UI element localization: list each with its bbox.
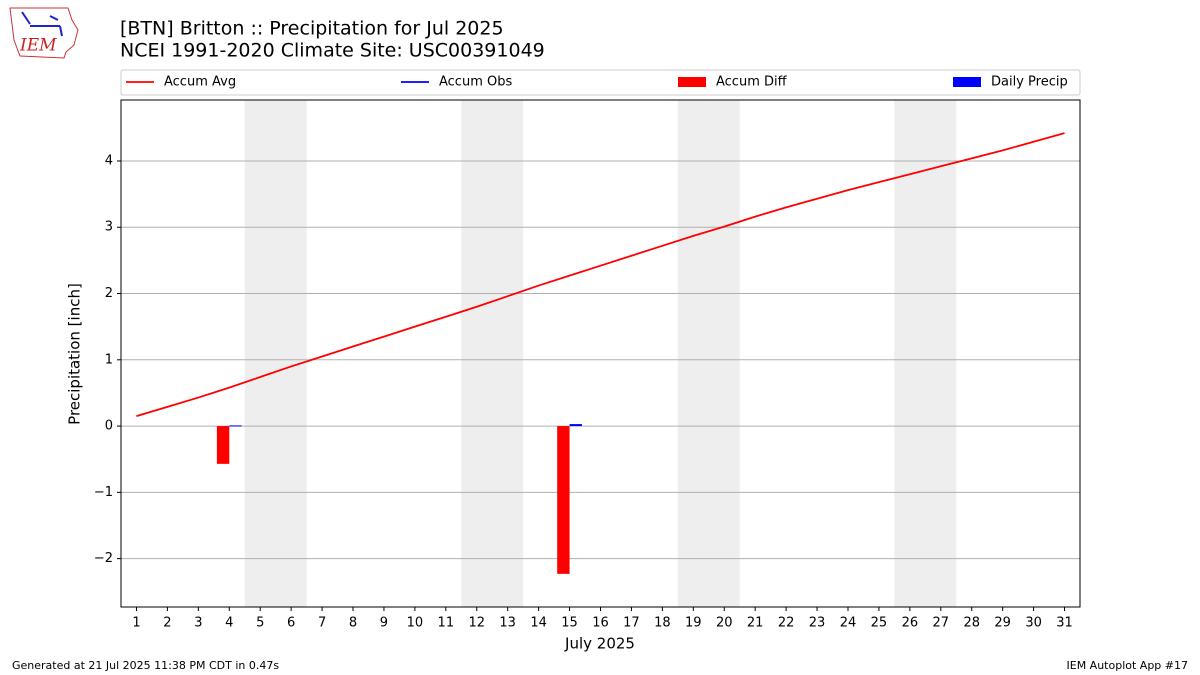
x-tick-label: 24 [840,616,857,631]
x-tick-label: 2 [163,616,171,631]
x-tick-label: 28 [963,616,980,631]
legend-label: Accum Diff [716,75,788,90]
x-tick-label: 18 [654,616,671,631]
legend-label: Daily Precip [991,75,1068,90]
plot-frame [120,99,1081,608]
x-tick-label: 30 [1025,616,1042,631]
footer-left: Generated at 21 Jul 2025 11:38 PM CDT in… [12,659,279,672]
x-axis-label: July 2025 [564,635,635,653]
legend [120,69,1081,96]
weekend-band [677,100,740,607]
chart-subtitle: NCEI 1991-2020 Climate Site: USC00391049 [120,40,545,62]
x-tick-label: 10 [407,616,424,631]
chart-title: [BTN] Britton :: Precipitation for Jul 2… [120,18,504,40]
x-tick-label: 29 [994,616,1011,631]
x-tick-label: 14 [530,616,547,631]
x-tick-label: 9 [380,616,388,631]
line [136,132,1065,417]
x-tick-label: 17 [623,616,640,631]
bar [569,424,582,427]
footer-right: IEM Autoplot App #17 [1067,659,1189,672]
x-tick-label: 5 [256,616,264,631]
weekend-band [244,100,307,607]
x-tick-label: 3 [194,616,202,631]
y-tick-label: 0 [105,419,113,434]
weekend-band [461,100,524,607]
weekend-band [894,100,957,607]
x-tick-label: 8 [349,616,357,631]
x-tick-label: 13 [499,616,516,631]
x-tick-label: 11 [438,616,455,631]
x-tick-label: 21 [747,616,764,631]
logo-text: IEM [19,36,57,56]
x-tick-label: 12 [468,616,485,631]
x-tick-label: 20 [716,616,733,631]
x-tick-label: 23 [809,616,826,631]
y-tick-label: 1 [105,352,113,367]
x-tick-label: 4 [225,616,233,631]
bar [557,426,570,574]
x-tick-label: 22 [778,616,795,631]
x-tick-label: 27 [933,616,950,631]
x-tick-label: 1 [132,616,140,631]
y-tick-label: 3 [105,220,113,235]
legend-swatch [678,77,706,87]
y-axis-label: Precipitation [inch] [66,283,84,425]
bar [229,425,242,427]
legend-label: Accum Obs [439,75,512,90]
x-tick-label: 7 [318,616,326,631]
x-tick-label: 16 [592,616,609,631]
bar [216,426,230,464]
legend-swatch [953,77,981,87]
logo-icon [21,11,63,37]
x-tick-label: 15 [561,616,578,631]
y-tick-label: 2 [105,286,113,301]
x-tick-label: 31 [1056,616,1073,631]
x-tick-label: 6 [287,616,295,631]
x-tick-label: 19 [685,616,702,631]
y-tick-label: 4 [105,153,113,168]
x-tick-label: 26 [902,616,919,631]
logo: IEM [9,7,79,59]
x-tick-label: 25 [871,616,888,631]
legend-label: Accum Avg [164,75,236,90]
y-tick-label: −1 [94,485,113,500]
y-tick-label: −2 [94,551,113,566]
